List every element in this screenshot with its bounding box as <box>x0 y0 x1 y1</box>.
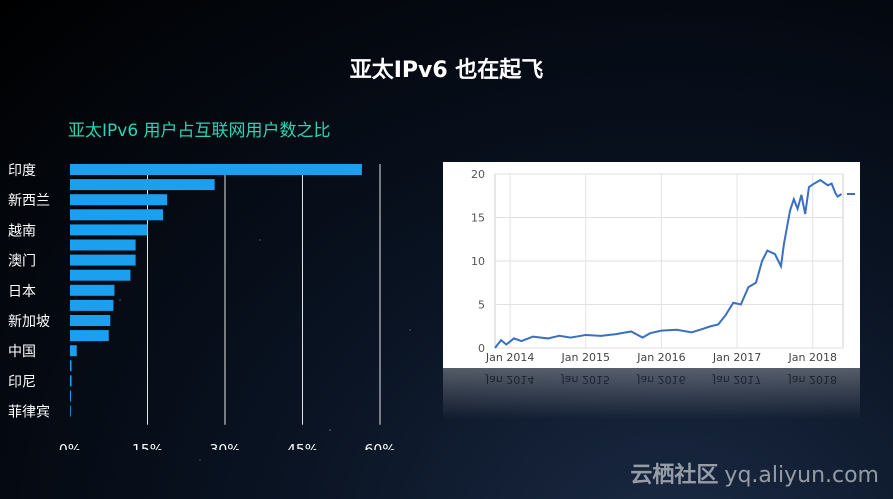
bar-x-tick-label: 15% <box>132 443 163 450</box>
line-series <box>494 178 843 349</box>
reflection-tick-label: Jan 2015 <box>561 373 610 386</box>
bar <box>70 330 109 342</box>
bar <box>70 405 71 417</box>
bar <box>70 299 114 311</box>
bar-x-tick-label: 0% <box>59 443 81 450</box>
bar <box>70 194 168 206</box>
line-x-tick-label: Jan 2015 <box>561 351 610 364</box>
reflection-tick-label: Jan 2018 <box>788 373 837 386</box>
line-y-tick-label: 10 <box>471 255 485 268</box>
bar-category-label: 菲律宾 <box>8 405 50 421</box>
bar <box>70 254 136 266</box>
bar-x-tick-label: 60% <box>364 443 395 450</box>
bar-category-label: 新加坡 <box>8 314 50 330</box>
bar-x-tick-label: 30% <box>209 443 240 450</box>
line-chart: 0 5 10 15 20 Jan 2014 Jan 2015 Jan 2016 Jan 2017… <box>471 168 855 364</box>
reflection-axis: Jan 2014 Jan 2015 Jan 2016 Jan 2017 Jan 2018 <box>485 373 837 386</box>
bar-category-label: 日本 <box>8 284 36 300</box>
bar-category-label: 中国 <box>8 344 36 360</box>
bar-x-tick-label: 45% <box>287 443 318 450</box>
reflection-tick-label: Jan 2017 <box>712 373 761 386</box>
bar <box>70 375 72 387</box>
reflection-tick-label: Jan 2014 <box>485 373 534 386</box>
bar-category-label: 越南 <box>8 223 36 239</box>
bar <box>70 179 215 191</box>
bar-category-label: 新西兰 <box>8 193 50 209</box>
line-y-tick-label: 0 <box>478 342 485 355</box>
bar-category-label: 印尼 <box>8 374 36 390</box>
bar <box>70 360 72 372</box>
watermark-brand: 云栖社区 <box>630 463 719 488</box>
watermark: 云栖社区 yq.aliyun.com <box>630 457 879 489</box>
line-x-tick-label: Jan 2018 <box>788 351 837 364</box>
line-x-tick-label: Jan 2016 <box>636 351 685 364</box>
bar <box>70 390 72 402</box>
bar <box>70 224 148 236</box>
bar-chart-title: 亚太IPv6 用户占互联网用户数之比 <box>68 121 331 141</box>
line-chart-panel: 0 5 10 15 20 Jan 2014 Jan 2015 Jan 2016 Jan 2017… <box>443 162 860 368</box>
line-y-tick-label: 5 <box>478 299 485 312</box>
bar-category-label: 澳门 <box>8 254 36 270</box>
bar <box>70 284 115 296</box>
bar <box>70 164 362 175</box>
bar-category-label: 印度 <box>8 163 36 179</box>
bar <box>70 209 163 221</box>
bar <box>70 269 131 281</box>
bar <box>70 239 136 251</box>
slide-title: 亚太IPv6 也在起飞 <box>349 58 544 83</box>
line-chart-reflection: Jan 2014 Jan 2015 Jan 2016 Jan 2017 Jan 2018 <box>443 368 860 420</box>
line-y-tick-label: 20 <box>471 168 485 181</box>
line-x-tick-label: Jan 2014 <box>485 351 534 364</box>
line-x-tick-label: Jan 2017 <box>712 351 761 364</box>
bar <box>70 345 77 357</box>
watermark-domain: yq.aliyun.com <box>724 463 879 488</box>
line-y-tick-label: 15 <box>471 212 485 225</box>
reflection-tick-label: Jan 2016 <box>636 373 685 386</box>
bar <box>70 315 111 326</box>
